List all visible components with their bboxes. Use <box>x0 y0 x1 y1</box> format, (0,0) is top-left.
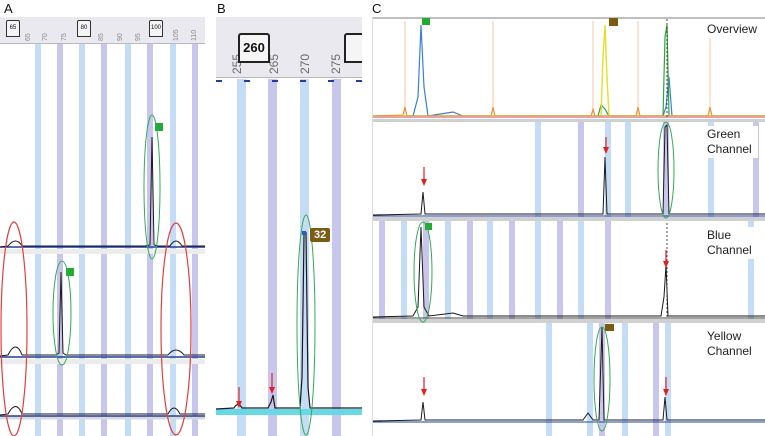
panel-a-traces <box>0 44 205 436</box>
panel-a-size-ruler: 65 70 75 85 90 95 105 110 65 80 100 <box>0 17 205 44</box>
channel-label-yellow: Yellow Channel <box>704 328 758 360</box>
panel-letter-c: C <box>372 1 382 16</box>
green-peak-marker-icon[interactable] <box>155 123 163 131</box>
panel-a-bins <box>35 44 198 436</box>
panel-c-channel-views: Overview Green Channel Blue Channel Yell… <box>372 17 765 436</box>
highlight-ellipse-icon <box>657 121 675 219</box>
bin-flag-icon[interactable]: 260 <box>238 33 270 63</box>
trace-lane-1 <box>0 136 205 248</box>
red-arrow-icon <box>236 387 242 408</box>
panel-b-traces <box>216 79 362 436</box>
panel-c-traces <box>373 17 765 436</box>
highlight-ellipse-icon <box>52 260 72 366</box>
highlight-ellipse-icon <box>160 222 192 436</box>
overview-trace-orange <box>373 106 765 117</box>
green-peak-marker-icon[interactable] <box>422 18 430 25</box>
bin-flag-icon[interactable] <box>344 33 362 63</box>
green-peak-marker-icon[interactable] <box>425 223 432 230</box>
red-arrow-icon <box>663 377 669 396</box>
bin-flag-icon[interactable]: 100 <box>149 20 163 37</box>
yellow-channel-bins <box>546 323 671 436</box>
red-arrow-icon <box>603 137 609 154</box>
blue-channel-bins <box>379 221 754 319</box>
green-channel-bins <box>535 122 759 217</box>
green-channel-trace <box>373 123 765 216</box>
trace-lane-3 <box>0 406 205 416</box>
bin-flag-icon[interactable]: 80 <box>77 20 91 37</box>
highlight-ellipse-icon <box>143 114 161 260</box>
highlight-ellipse-icon <box>413 221 433 323</box>
overview-trace-blue <box>373 24 765 117</box>
green-peak-marker-icon[interactable] <box>66 268 74 276</box>
highlight-ellipse-icon <box>296 214 316 436</box>
panel-letter-b: B <box>217 1 226 16</box>
highlight-ellipse-icon <box>593 326 611 432</box>
panel-b-size-ruler: 255 265 270 275 260 <box>216 17 362 78</box>
yellow-peak-marker-icon[interactable] <box>605 324 614 331</box>
yellow-channel-trace <box>373 326 765 422</box>
trace-lane-2 <box>0 271 205 357</box>
panel-b-zoomed-electropherogram: 255 265 270 275 260 32 <box>216 17 362 436</box>
highlight-ellipse-icon <box>0 221 28 436</box>
red-arrow-icon <box>663 250 669 268</box>
red-arrow-icon <box>421 167 427 186</box>
yellow-peak-marker-icon[interactable] <box>609 18 618 26</box>
channel-label-overview: Overview <box>704 21 761 38</box>
panel-a-electropherogram: 65 70 75 85 90 95 105 110 65 80 100 <box>0 17 205 436</box>
channel-label-green: Green Channel <box>704 126 758 158</box>
red-arrow-icon <box>421 377 427 396</box>
panel-letter-a: A <box>4 1 13 16</box>
panel-b-bins <box>237 79 341 436</box>
bin-flag-icon[interactable]: 65 <box>6 20 20 37</box>
red-arrow-icon <box>269 373 275 394</box>
channel-label-blue: Blue Channel <box>704 227 758 259</box>
peak-size-tag[interactable]: 32 <box>310 228 331 242</box>
